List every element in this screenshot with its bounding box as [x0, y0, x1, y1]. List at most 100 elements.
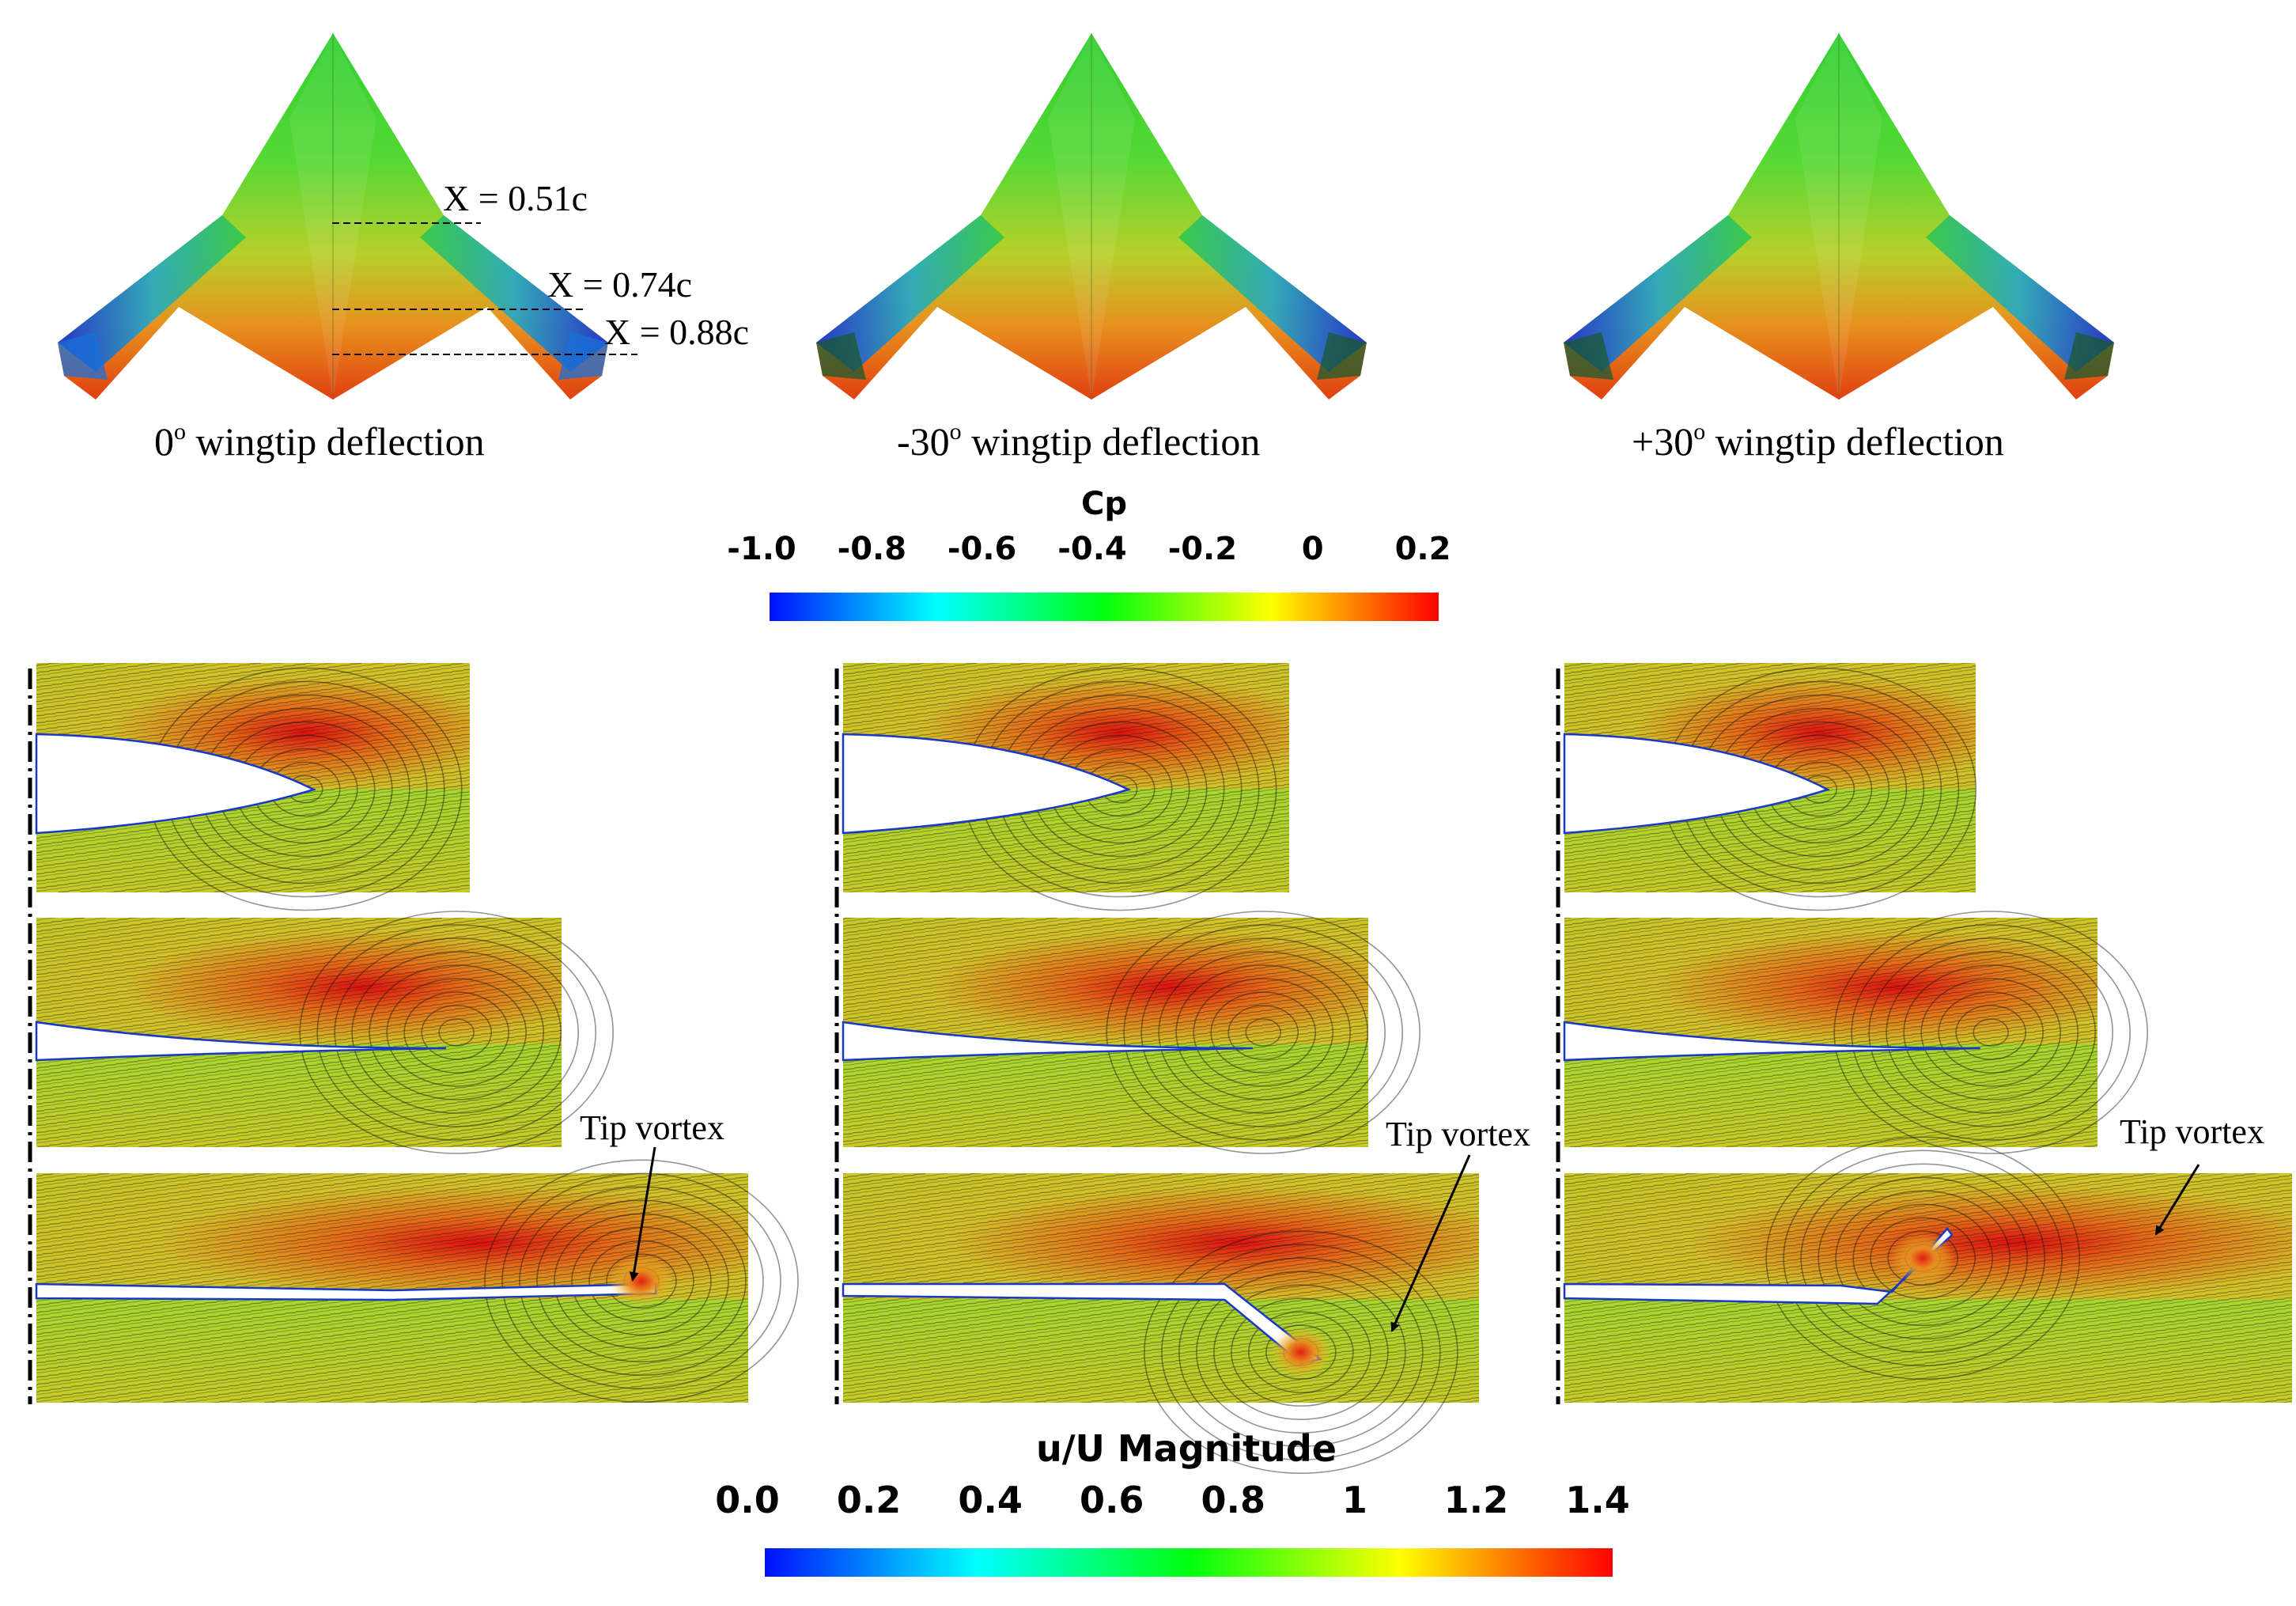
streamline-ring — [1870, 1217, 1976, 1300]
wing-surface — [58, 33, 608, 400]
slice-plus30deg-x088c — [1563, 1136, 2292, 1403]
streamline-ring — [1161, 1244, 1441, 1460]
wingtip-left — [58, 332, 108, 380]
leading-edge-suction-right — [420, 215, 608, 372]
streamline-ring — [1140, 937, 1386, 1127]
wing-surface — [816, 33, 1367, 400]
wingtip-right — [2064, 332, 2114, 380]
velocity-colorbar-tick-label: 0.0 — [715, 1479, 780, 1521]
wing-section — [1563, 733, 1831, 835]
streamline-ring — [1196, 1271, 1406, 1434]
streamline-ring — [1245, 1018, 1281, 1047]
wingtip-right — [1317, 332, 1367, 380]
streamline-ring — [421, 1005, 493, 1060]
caption-minus30deg: -30o wingtip deflection — [897, 419, 1260, 464]
cp-colorbar: Cp -1.0 -0.8 -0.6 -0.4 -0.2 0 0.2 — [727, 486, 1451, 621]
cp-colorbar-title: Cp — [1081, 486, 1127, 522]
slice-minus30deg-x088c — [842, 1173, 1479, 1474]
streamline-ring — [1210, 991, 1316, 1074]
wing-surface — [1564, 33, 2114, 400]
streamline-ring — [1800, 1163, 2045, 1354]
slice-minus30deg-x074c — [842, 911, 1420, 1154]
velocity-colorbar-tick-label: 0.2 — [837, 1479, 902, 1521]
wing-ridge — [1048, 33, 1135, 400]
slice-0deg-x051c — [35, 663, 470, 911]
velocity-colorbar-tick-label: 1 — [1342, 1479, 1367, 1521]
wing-minus30deg — [816, 33, 1367, 400]
streamline-ring — [1123, 924, 1403, 1141]
cp-colorbar-tick-label: -0.2 — [1168, 531, 1237, 567]
wing-section — [1563, 1227, 1954, 1305]
streamline-ring — [1886, 951, 2096, 1114]
streamline-ring — [1852, 1203, 1993, 1313]
leading-edge-suction-left — [58, 215, 246, 372]
streamline-ring — [588, 1240, 694, 1323]
streamline-ring — [299, 911, 615, 1154]
velocity-colorbar-title: u/U Magnitude — [1036, 1427, 1337, 1470]
tip-vortex-arrow-plus30deg — [2154, 1164, 2200, 1236]
streamline-ring — [1248, 1311, 1354, 1393]
cp-colorbar-tick-label: -0.8 — [838, 531, 906, 567]
tip-vortex-label-0deg: Tip vortex — [580, 1108, 724, 1147]
velocity-colorbar: u/U Magnitude 0.0 0.2 0.4 0.6 0.8 1 1.2 1.4 — [715, 1427, 1630, 1577]
leading-edge-suction-left — [816, 215, 1004, 372]
streamline-ring — [1835, 1190, 2010, 1327]
leading-edge-suction-left — [1564, 215, 1752, 372]
cp-colorbar-tick-label: -0.6 — [948, 531, 1016, 567]
wing-ridge — [289, 33, 376, 400]
slice-minus30deg-x051c — [842, 663, 1289, 911]
wingtip-left — [816, 332, 866, 380]
tip-vortex-core — [1269, 1327, 1333, 1378]
streamline-ring — [1265, 1324, 1337, 1380]
streamline-ring — [606, 1253, 677, 1309]
streamline-ring — [1158, 951, 1368, 1114]
streamline-ring — [536, 1199, 747, 1363]
cp-colorbar-tick-label: -1.0 — [727, 531, 796, 567]
streamline-ring — [316, 924, 597, 1141]
slice-0deg-x074c — [35, 911, 615, 1154]
wingtip-left — [1564, 332, 1613, 380]
streamline-ring — [1938, 991, 2044, 1074]
cp-colorbar-tick-label: -0.4 — [1057, 531, 1126, 567]
station-label-2: X = 0.88c — [604, 312, 749, 352]
streamline-ring — [403, 991, 510, 1074]
streamline-ring — [334, 937, 580, 1127]
streamline-ring — [501, 1172, 781, 1390]
streamline-ring — [1106, 911, 1420, 1154]
streamline-ring — [1955, 1005, 2026, 1060]
tip-vortex-arrow-0deg — [629, 1146, 656, 1282]
velocity-colorbar-tick-label: 0.6 — [1080, 1479, 1144, 1521]
slice-0deg-x088c — [35, 1159, 799, 1403]
streamline-ring — [1213, 1284, 1389, 1420]
tip-vortex-core — [1891, 1233, 1955, 1284]
slice-plus30deg-x051c — [1563, 663, 1977, 911]
streamline-ring — [1973, 1018, 2009, 1047]
slice-plus30deg-x074c — [1563, 911, 2148, 1154]
tip-vortex-label-plus30deg: Tip vortex — [2120, 1112, 2264, 1151]
streamline-ring — [351, 951, 562, 1114]
streamline-ring — [1193, 978, 1333, 1087]
leading-edge-suction-right — [1178, 215, 1367, 372]
wing-ridge — [1795, 33, 1882, 400]
wing-section — [35, 1021, 446, 1062]
wing-section — [35, 733, 317, 835]
station-label-1: X = 0.74c — [547, 264, 692, 305]
streamline-ring — [1818, 1176, 2028, 1340]
streamline-ring — [1920, 978, 2061, 1087]
leading-edge-suction-right — [1926, 215, 2114, 372]
streamline-ring — [1903, 964, 2079, 1100]
streamline-ring — [1227, 1005, 1299, 1060]
wingtip-right — [558, 332, 608, 380]
streamline-ring — [1887, 1230, 1958, 1286]
streamline-ring — [1868, 937, 2113, 1127]
velocity-colorbar-tick-label: 0.4 — [958, 1479, 1023, 1521]
streamline-ring — [519, 1186, 764, 1377]
streamline-ring — [1765, 1136, 2080, 1381]
streamline-ring — [438, 1018, 475, 1047]
streamline-ring — [554, 1213, 729, 1350]
streamline-ring — [1178, 1257, 1424, 1447]
velocity-colorbar-tick-label: 0.8 — [1201, 1479, 1266, 1521]
streamline-ring — [1175, 964, 1351, 1100]
station-lines — [332, 222, 637, 355]
